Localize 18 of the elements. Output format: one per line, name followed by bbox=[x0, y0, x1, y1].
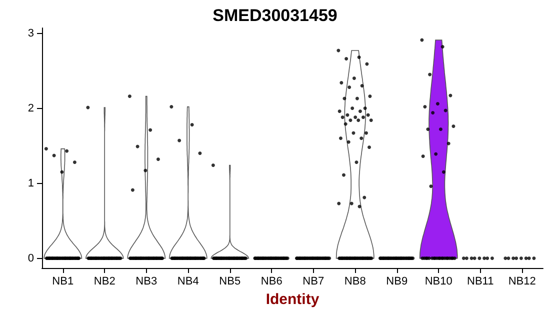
x-tick-label: NB5 bbox=[219, 276, 241, 288]
x-tick-label: NB7 bbox=[302, 276, 324, 288]
y-tick-label: 2 bbox=[28, 102, 34, 114]
x-tick-label: NB1 bbox=[52, 276, 74, 288]
y-tick-label: 0 bbox=[28, 252, 34, 264]
x-tick-label: NB2 bbox=[94, 276, 116, 288]
x-tick-label: NB10 bbox=[424, 276, 452, 288]
x-tick-label: NB4 bbox=[177, 276, 199, 288]
x-axis-title: Identity bbox=[266, 290, 320, 308]
x-tick-label: NB8 bbox=[344, 276, 366, 288]
chart-title: SMED30031459 bbox=[212, 6, 338, 25]
y-tick-label: 3 bbox=[28, 27, 34, 40]
x-tick-label: NB9 bbox=[386, 276, 408, 288]
y-tick-label: 1 bbox=[28, 177, 34, 190]
x-tick-label: NB11 bbox=[467, 276, 494, 288]
x-tick-label: NB12 bbox=[508, 276, 536, 288]
x-tick-label: NB6 bbox=[260, 276, 282, 288]
x-tick-label: NB3 bbox=[136, 276, 158, 288]
